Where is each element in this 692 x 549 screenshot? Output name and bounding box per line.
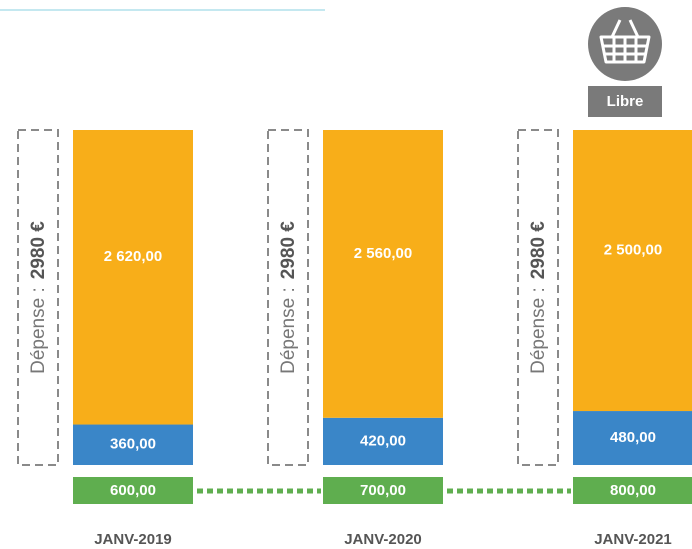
basket-icon xyxy=(599,19,651,64)
bar-segment xyxy=(573,411,692,465)
value-label: 480,00 xyxy=(610,429,656,446)
box xyxy=(73,477,193,504)
badge-label: Libre xyxy=(607,93,644,110)
bar-segment xyxy=(323,130,443,418)
box xyxy=(573,477,692,504)
category-label: JANV-2020 xyxy=(344,531,422,548)
value-label: 360,00 xyxy=(110,436,156,453)
total-value: 2980 € xyxy=(28,221,49,280)
total-box xyxy=(267,129,309,466)
total-box xyxy=(17,129,59,466)
box-label: 600,00 xyxy=(110,482,156,499)
total-label: Dépense : 2980 € xyxy=(278,221,299,374)
bar-segment xyxy=(73,424,193,465)
category-label: JANV-2021 xyxy=(594,531,672,548)
box-label: 800,00 xyxy=(610,482,656,499)
total-label: Dépense : 2980 € xyxy=(528,221,549,374)
box-label: 700,00 xyxy=(360,482,406,499)
badge-box xyxy=(588,86,662,117)
value-label: 420,00 xyxy=(360,432,406,449)
total-value: 2980 € xyxy=(278,221,299,280)
value-label: 2 500,00 xyxy=(604,241,662,258)
badge: Libre xyxy=(588,7,662,117)
value-label: 2 620,00 xyxy=(104,248,162,265)
category-label: JANV-2019 xyxy=(94,531,172,548)
total-prefix: Dépense : xyxy=(28,287,49,374)
total-prefix: Dépense : xyxy=(278,287,299,374)
bar-segment xyxy=(323,417,443,465)
bar-segment xyxy=(73,130,193,425)
total-box xyxy=(517,129,559,466)
total-value: 2980 € xyxy=(528,221,549,280)
total-label: Dépense : 2980 € xyxy=(28,221,49,374)
value-label: 2 560,00 xyxy=(354,245,412,262)
total-prefix: Dépense : xyxy=(528,287,549,374)
bar-segment xyxy=(573,130,692,412)
box xyxy=(323,477,443,504)
